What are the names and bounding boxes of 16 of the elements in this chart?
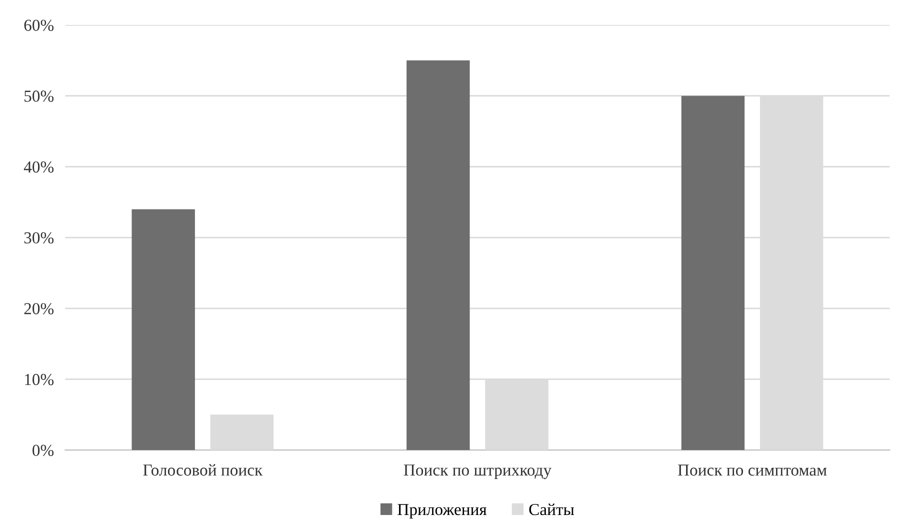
y-tick-label: 60% <box>24 20 54 32</box>
legend-label: Сайты <box>529 504 574 516</box>
x-tick-label: Поиск по симптомам <box>678 464 827 476</box>
x-tick-label: Поиск по штрихкоду <box>404 464 552 480</box>
y-tick-label: 40% <box>24 161 54 173</box>
bar <box>132 209 195 450</box>
y-tick-label: 30% <box>24 232 54 244</box>
y-tick-label: 20% <box>24 303 54 314</box>
bar <box>406 60 470 450</box>
bar <box>210 414 274 450</box>
y-tick-label: 10% <box>25 374 54 386</box>
y-tick-label: 50% <box>24 90 54 102</box>
x-tick-label: Голосовой поиск <box>143 464 263 476</box>
legend-label: Приложения <box>398 504 487 519</box>
y-tick-label: 0% <box>32 444 54 456</box>
bar <box>681 96 745 450</box>
